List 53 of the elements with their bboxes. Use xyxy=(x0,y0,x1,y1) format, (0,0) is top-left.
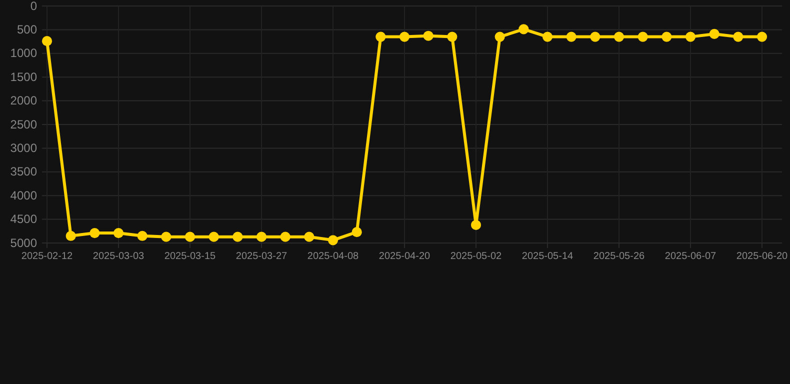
point xyxy=(494,32,505,42)
point xyxy=(90,228,100,238)
y-tick-label: 0 xyxy=(30,0,38,13)
point xyxy=(590,32,600,42)
x-tick-label: 2025-06-20 xyxy=(736,251,788,262)
point xyxy=(709,28,720,39)
point xyxy=(161,232,172,242)
x-tick-label: 2025-05-26 xyxy=(593,251,646,262)
y-tick-label: 2000 xyxy=(10,94,38,108)
point xyxy=(518,24,529,34)
point xyxy=(232,232,243,242)
point xyxy=(423,30,434,41)
point xyxy=(542,32,553,42)
point xyxy=(280,232,290,242)
point xyxy=(447,32,458,42)
y-tick-label: 500 xyxy=(16,22,38,37)
point xyxy=(113,228,124,238)
point xyxy=(137,230,148,241)
x-tick-label: 2025-04-20 xyxy=(378,251,431,262)
point xyxy=(638,32,648,42)
point xyxy=(304,232,314,242)
x-tick-label: 2025-03-03 xyxy=(92,251,145,262)
y-tick-label: 2500 xyxy=(10,117,38,132)
point xyxy=(566,32,576,42)
point xyxy=(376,32,386,42)
point xyxy=(733,32,744,42)
x-tick-label: 2025-03-27 xyxy=(236,251,288,262)
point xyxy=(756,32,768,42)
point xyxy=(352,227,362,238)
point xyxy=(208,232,219,242)
y-tick-label: 4500 xyxy=(10,212,38,226)
x-tick-label: 2025-02-12 xyxy=(21,251,74,262)
point xyxy=(184,232,196,242)
point xyxy=(66,230,76,241)
y-tick-label: 4000 xyxy=(10,188,38,202)
y-tick-label: 3000 xyxy=(10,141,38,156)
x-tick-label: 2025-03-15 xyxy=(164,251,216,262)
point xyxy=(328,235,338,246)
y-tick-label: 3500 xyxy=(10,164,38,179)
x-tick-label: 2025-05-02 xyxy=(450,251,502,262)
x-tick-label: 2025-06-07 xyxy=(664,251,717,262)
point xyxy=(399,32,410,42)
point xyxy=(256,232,267,242)
point xyxy=(662,32,672,42)
x-tick-label: 2025-05-14 xyxy=(522,251,574,262)
point xyxy=(42,36,52,46)
x-tick-label: 2025-04-08 xyxy=(307,251,360,262)
y-tick-label: 1000 xyxy=(10,46,38,60)
y-tick-label: 1500 xyxy=(10,70,38,84)
point xyxy=(470,220,482,230)
point xyxy=(685,32,696,42)
point xyxy=(614,32,624,42)
y-tick-label: 5000 xyxy=(10,236,38,250)
